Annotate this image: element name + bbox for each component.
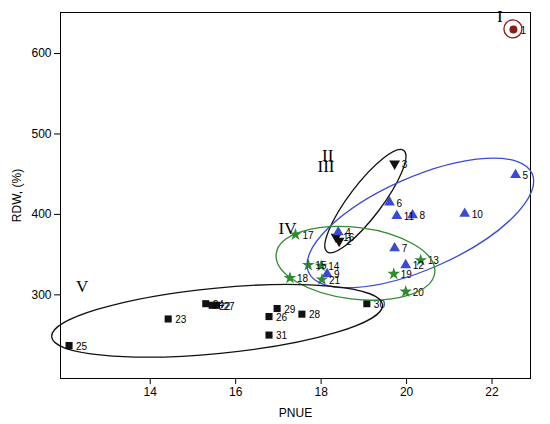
svg-text:10: 10 bbox=[472, 209, 484, 220]
svg-text:1: 1 bbox=[520, 24, 526, 36]
svg-text:27: 27 bbox=[223, 301, 235, 312]
svg-text:V: V bbox=[76, 277, 89, 296]
svg-text:II: II bbox=[322, 145, 334, 165]
svg-text:21: 21 bbox=[329, 275, 341, 286]
svg-text:13: 13 bbox=[427, 255, 439, 267]
svg-text:500: 500 bbox=[31, 127, 51, 141]
svg-text:300: 300 bbox=[31, 288, 51, 302]
svg-text:400: 400 bbox=[31, 207, 51, 221]
svg-text:III: III bbox=[318, 157, 335, 176]
svg-text:22: 22 bbox=[485, 385, 499, 399]
svg-text:IV: IV bbox=[279, 219, 298, 238]
svg-text:30: 30 bbox=[373, 298, 385, 310]
svg-text:17: 17 bbox=[302, 229, 314, 241]
svg-text:18: 18 bbox=[296, 273, 309, 285]
svg-text:28: 28 bbox=[309, 309, 321, 320]
svg-text:6: 6 bbox=[397, 198, 403, 209]
svg-text:31: 31 bbox=[276, 330, 288, 341]
svg-text:19: 19 bbox=[400, 269, 412, 281]
svg-text:18: 18 bbox=[314, 385, 328, 399]
svg-text:23: 23 bbox=[175, 314, 187, 325]
svg-text:29: 29 bbox=[284, 304, 296, 315]
svg-text:14: 14 bbox=[328, 261, 340, 272]
svg-text:RDW, (%): RDW, (%) bbox=[10, 169, 24, 222]
svg-text:I: I bbox=[497, 7, 503, 26]
svg-text:20: 20 bbox=[412, 286, 424, 298]
svg-text:26: 26 bbox=[276, 311, 288, 323]
svg-text:3: 3 bbox=[401, 158, 408, 170]
svg-text:25: 25 bbox=[76, 341, 88, 352]
svg-text:20: 20 bbox=[400, 385, 414, 399]
svg-text:600: 600 bbox=[31, 46, 51, 60]
svg-text:15: 15 bbox=[315, 260, 327, 271]
svg-text:PNUE: PNUE bbox=[279, 406, 312, 420]
svg-text:8: 8 bbox=[420, 210, 426, 221]
svg-text:7: 7 bbox=[402, 243, 408, 254]
svg-text:4: 4 bbox=[345, 227, 351, 238]
svg-text:14: 14 bbox=[144, 385, 158, 399]
svg-text:16: 16 bbox=[229, 385, 243, 399]
svg-text:11: 11 bbox=[404, 211, 415, 222]
svg-text:24: 24 bbox=[212, 298, 224, 310]
svg-text:12: 12 bbox=[413, 260, 425, 271]
svg-text:5: 5 bbox=[523, 170, 529, 181]
